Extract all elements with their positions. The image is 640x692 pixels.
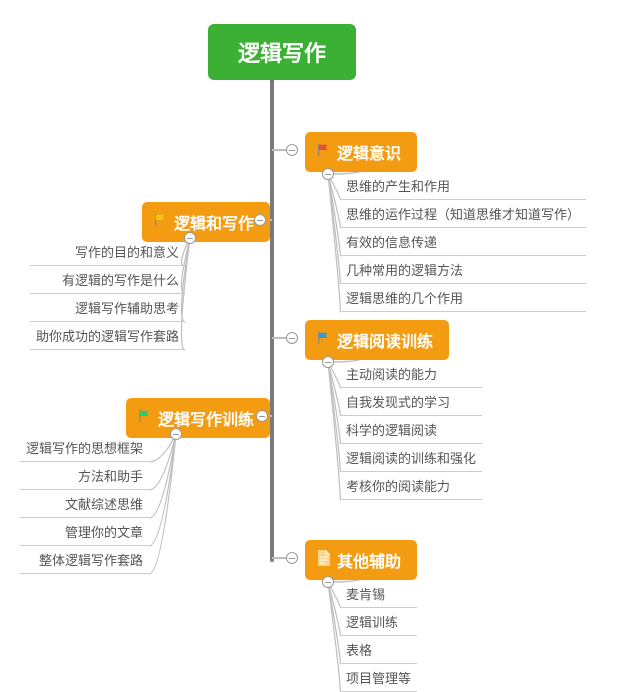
collapse-toggle[interactable] <box>170 428 182 440</box>
branch-node-b3[interactable]: 逻辑意识 <box>305 132 417 172</box>
collapse-toggle[interactable] <box>286 332 298 344</box>
leaf-item[interactable]: 自我发现式的学习 <box>340 388 482 416</box>
flag-icon <box>138 409 152 428</box>
collapse-toggle[interactable] <box>256 410 268 422</box>
branch-label: 逻辑写作训练 <box>158 406 254 430</box>
leaf-group-b5: 麦肯锡逻辑训练表格项目管理等 <box>340 580 417 692</box>
collapse-toggle[interactable] <box>254 214 266 226</box>
leaf-item[interactable]: 管理你的文章 <box>20 518 149 546</box>
collapse-toggle[interactable] <box>184 232 196 244</box>
branch-node-b5[interactable]: 其他辅助 <box>305 540 417 580</box>
branch-node-b1[interactable]: 逻辑和写作 <box>142 202 270 242</box>
leaf-item[interactable]: 逻辑写作的思想框架 <box>20 434 149 462</box>
branch-label: 逻辑和写作 <box>174 210 254 234</box>
leaf-item[interactable]: 方法和助手 <box>20 462 149 490</box>
flag-icon <box>317 331 331 350</box>
leaf-item[interactable]: 思维的产生和作用 <box>340 172 586 200</box>
root-label: 逻辑写作 <box>238 41 326 66</box>
collapse-toggle[interactable] <box>322 356 334 368</box>
leaf-item[interactable]: 逻辑写作辅助思考 <box>30 294 185 322</box>
leaf-group-b2: 逻辑写作的思想框架方法和助手文献综述思维管理你的文章整体逻辑写作套路 <box>20 434 149 574</box>
collapse-toggle[interactable] <box>286 144 298 156</box>
leaf-item[interactable]: 逻辑阅读的训练和强化 <box>340 444 482 472</box>
root-node[interactable]: 逻辑写作 <box>208 24 356 80</box>
leaf-group-b4: 主动阅读的能力自我发现式的学习科学的逻辑阅读逻辑阅读的训练和强化考核你的阅读能力 <box>340 360 482 500</box>
collapse-toggle[interactable] <box>322 168 334 180</box>
flag-icon <box>317 143 331 162</box>
leaf-item[interactable]: 科学的逻辑阅读 <box>340 416 482 444</box>
leaf-item[interactable]: 表格 <box>340 636 417 664</box>
leaf-item[interactable]: 有逻辑的写作是什么 <box>30 266 185 294</box>
leaf-item[interactable]: 整体逻辑写作套路 <box>20 546 149 574</box>
leaf-item[interactable]: 几种常用的逻辑方法 <box>340 256 586 284</box>
flag-icon <box>154 213 168 232</box>
leaf-item[interactable]: 麦肯锡 <box>340 580 417 608</box>
leaf-item[interactable]: 思维的运作过程（知道思维才知道写作） <box>340 200 586 228</box>
document-icon <box>317 550 331 571</box>
collapse-toggle[interactable] <box>286 552 298 564</box>
leaf-item[interactable]: 逻辑思维的几个作用 <box>340 284 586 312</box>
collapse-toggle[interactable] <box>322 576 334 588</box>
branch-label: 逻辑意识 <box>337 140 401 164</box>
branch-label: 逻辑阅读训练 <box>337 328 433 352</box>
leaf-item[interactable]: 写作的目的和意义 <box>30 238 185 266</box>
leaf-group-b1: 写作的目的和意义有逻辑的写作是什么逻辑写作辅助思考助你成功的逻辑写作套路 <box>30 238 185 350</box>
branch-node-b2[interactable]: 逻辑写作训练 <box>126 398 270 438</box>
leaf-item[interactable]: 有效的信息传递 <box>340 228 586 256</box>
leaf-item[interactable]: 逻辑训练 <box>340 608 417 636</box>
branch-node-b4[interactable]: 逻辑阅读训练 <box>305 320 449 360</box>
leaf-item[interactable]: 助你成功的逻辑写作套路 <box>30 322 185 350</box>
leaf-item[interactable]: 项目管理等 <box>340 664 417 692</box>
branch-label: 其他辅助 <box>337 548 401 572</box>
leaf-item[interactable]: 主动阅读的能力 <box>340 360 482 388</box>
leaf-item[interactable]: 文献综述思维 <box>20 490 149 518</box>
leaf-item[interactable]: 考核你的阅读能力 <box>340 472 482 500</box>
leaf-group-b3: 思维的产生和作用思维的运作过程（知道思维才知道写作）有效的信息传递几种常用的逻辑… <box>340 172 586 312</box>
